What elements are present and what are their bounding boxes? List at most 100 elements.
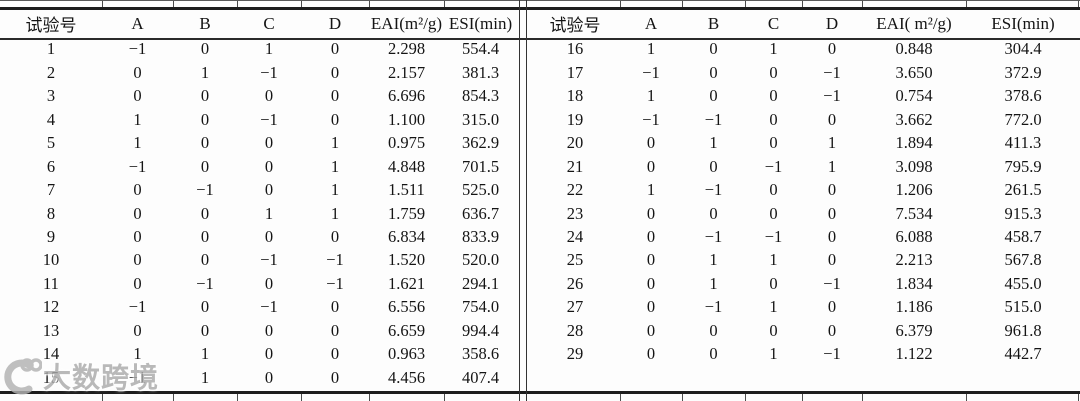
- table-cell: −1: [704, 180, 723, 200]
- table-cell: 0: [330, 86, 340, 106]
- table-cell: 554.4: [461, 39, 500, 59]
- table-cell: 1.759: [387, 203, 426, 223]
- table-cell: 6.379: [895, 320, 933, 340]
- column-tick: [862, 393, 864, 401]
- table-cell: 1: [769, 297, 778, 317]
- table-cell: 24: [566, 226, 584, 246]
- header-row: 试验号 A B C D EAI( m²/g) ESI(min): [530, 10, 1080, 39]
- table-cell: −1: [764, 226, 783, 246]
- table-row: 17 −1 0 0 −1 3.650 372.9: [530, 61, 1080, 84]
- table-cell: 5: [46, 133, 56, 153]
- table-cell: 0: [200, 250, 210, 270]
- table-cell: 1.100: [387, 109, 426, 129]
- column-tick: [173, 393, 175, 401]
- table-cell: −1: [128, 297, 147, 317]
- table-cell: 0: [264, 367, 274, 387]
- table-cell: 0: [709, 203, 718, 223]
- table-row: 14 1 1 0 0 0.963 358.6: [0, 343, 517, 366]
- table-cell: 1: [330, 156, 340, 176]
- table-cell: 3.662: [895, 109, 933, 129]
- table-cell: 0: [827, 180, 837, 200]
- table-cell: 1: [646, 39, 656, 59]
- table-cell: 0: [827, 39, 837, 59]
- table-cell: −1: [326, 250, 344, 270]
- table-cell: 0: [200, 297, 210, 317]
- table-cell: 1: [330, 180, 340, 200]
- table-cell: 0.963: [387, 344, 426, 364]
- top-hairline-rule: [0, 0, 1080, 1]
- table-cell: 0: [769, 86, 778, 106]
- column-tick: [682, 393, 684, 401]
- table-cell: 0: [264, 133, 274, 153]
- table-cell: 0: [827, 109, 837, 129]
- column-tick: [237, 393, 239, 401]
- table-cell: 0: [264, 320, 274, 340]
- table-cell: 0: [200, 226, 210, 246]
- table-cell: 0: [769, 320, 778, 340]
- table-cell: 1: [133, 133, 142, 153]
- table-cell: 1: [646, 86, 656, 106]
- table-cell: 442.7: [1004, 344, 1042, 364]
- column-tick: [444, 393, 446, 401]
- table-row: 23 0 0 0 0 7.534 915.3: [530, 202, 1080, 225]
- table-cell: 0: [200, 133, 210, 153]
- table-cell: 22: [566, 180, 584, 200]
- table-row: 5 1 0 0 1 0.975 362.9: [0, 132, 517, 155]
- table-cell: 0: [133, 273, 142, 293]
- table-cell: 525.0: [461, 180, 500, 200]
- table-cell: 0: [769, 203, 778, 223]
- table-cell: −1: [823, 344, 841, 364]
- table-cell: 6.556: [387, 297, 426, 317]
- table-top-rule: [0, 7, 1080, 10]
- column-header: A: [131, 13, 144, 33]
- table-cell: −1: [704, 109, 723, 129]
- table-cell: 0: [827, 203, 837, 223]
- table-cell: 4: [46, 109, 56, 129]
- table-cell: 0.754: [895, 86, 933, 106]
- table-cell: 1: [200, 62, 210, 82]
- table-cell: 0: [646, 297, 656, 317]
- table-cell: 11: [43, 273, 59, 293]
- column-header: 试验号: [25, 16, 77, 36]
- table-cell: 6.696: [387, 86, 426, 106]
- column-tick: [301, 393, 303, 401]
- table-cell: 1: [709, 133, 718, 153]
- table-cell: 961.8: [1004, 320, 1042, 340]
- table-cell: 0: [646, 273, 656, 293]
- table-cell: 0: [264, 344, 274, 364]
- table-cell: 20: [566, 133, 584, 153]
- table-cell: 0: [330, 109, 340, 129]
- table-cell: 6: [46, 156, 56, 176]
- table-row: 1 −1 0 1 0 2.298 554.4: [0, 38, 517, 61]
- table-cell: −1: [764, 156, 783, 176]
- table-cell: 0.848: [895, 39, 933, 59]
- table-cell: 0: [646, 133, 656, 153]
- experiment-table-left: 试验号 A B C D EAI(m²/g) ESI(min) 1 −1 0 1 0 2.298 554.…: [0, 10, 517, 390]
- table-cell: 0: [646, 156, 656, 176]
- table-cell: 0: [709, 320, 718, 340]
- table-row: 8 0 0 1 1 1.759 636.7: [0, 202, 517, 225]
- table-cell: 0: [330, 344, 340, 364]
- table-cell: 1.520: [387, 250, 426, 270]
- table-cell: 0: [827, 297, 837, 317]
- table-cell: 0: [646, 320, 656, 340]
- table-cell: 294.1: [461, 273, 500, 293]
- table-cell: 2.213: [895, 250, 933, 270]
- table-cell: 0: [709, 86, 718, 106]
- table-cell: 0: [133, 86, 142, 106]
- table-cell: 6.659: [387, 320, 426, 340]
- table-cell: 0: [827, 250, 837, 270]
- table-cell: 372.9: [1004, 62, 1042, 82]
- table-cell: 0: [200, 39, 210, 59]
- table-cell: 994.4: [461, 320, 500, 340]
- table-cell: 304.4: [1004, 39, 1042, 59]
- table-cell: 1: [46, 39, 56, 59]
- table-cell: 567.8: [1004, 250, 1042, 270]
- table-cell: 0: [330, 367, 340, 387]
- table-cell: 26: [566, 273, 584, 293]
- table-row: 29 0 0 1 −1 1.122 442.7: [530, 343, 1080, 366]
- table-cell: 3: [46, 86, 56, 106]
- column-tick: [102, 393, 104, 401]
- table-cell: 23: [566, 203, 584, 223]
- table-row: 3 0 0 0 0 6.696 854.3: [0, 85, 517, 108]
